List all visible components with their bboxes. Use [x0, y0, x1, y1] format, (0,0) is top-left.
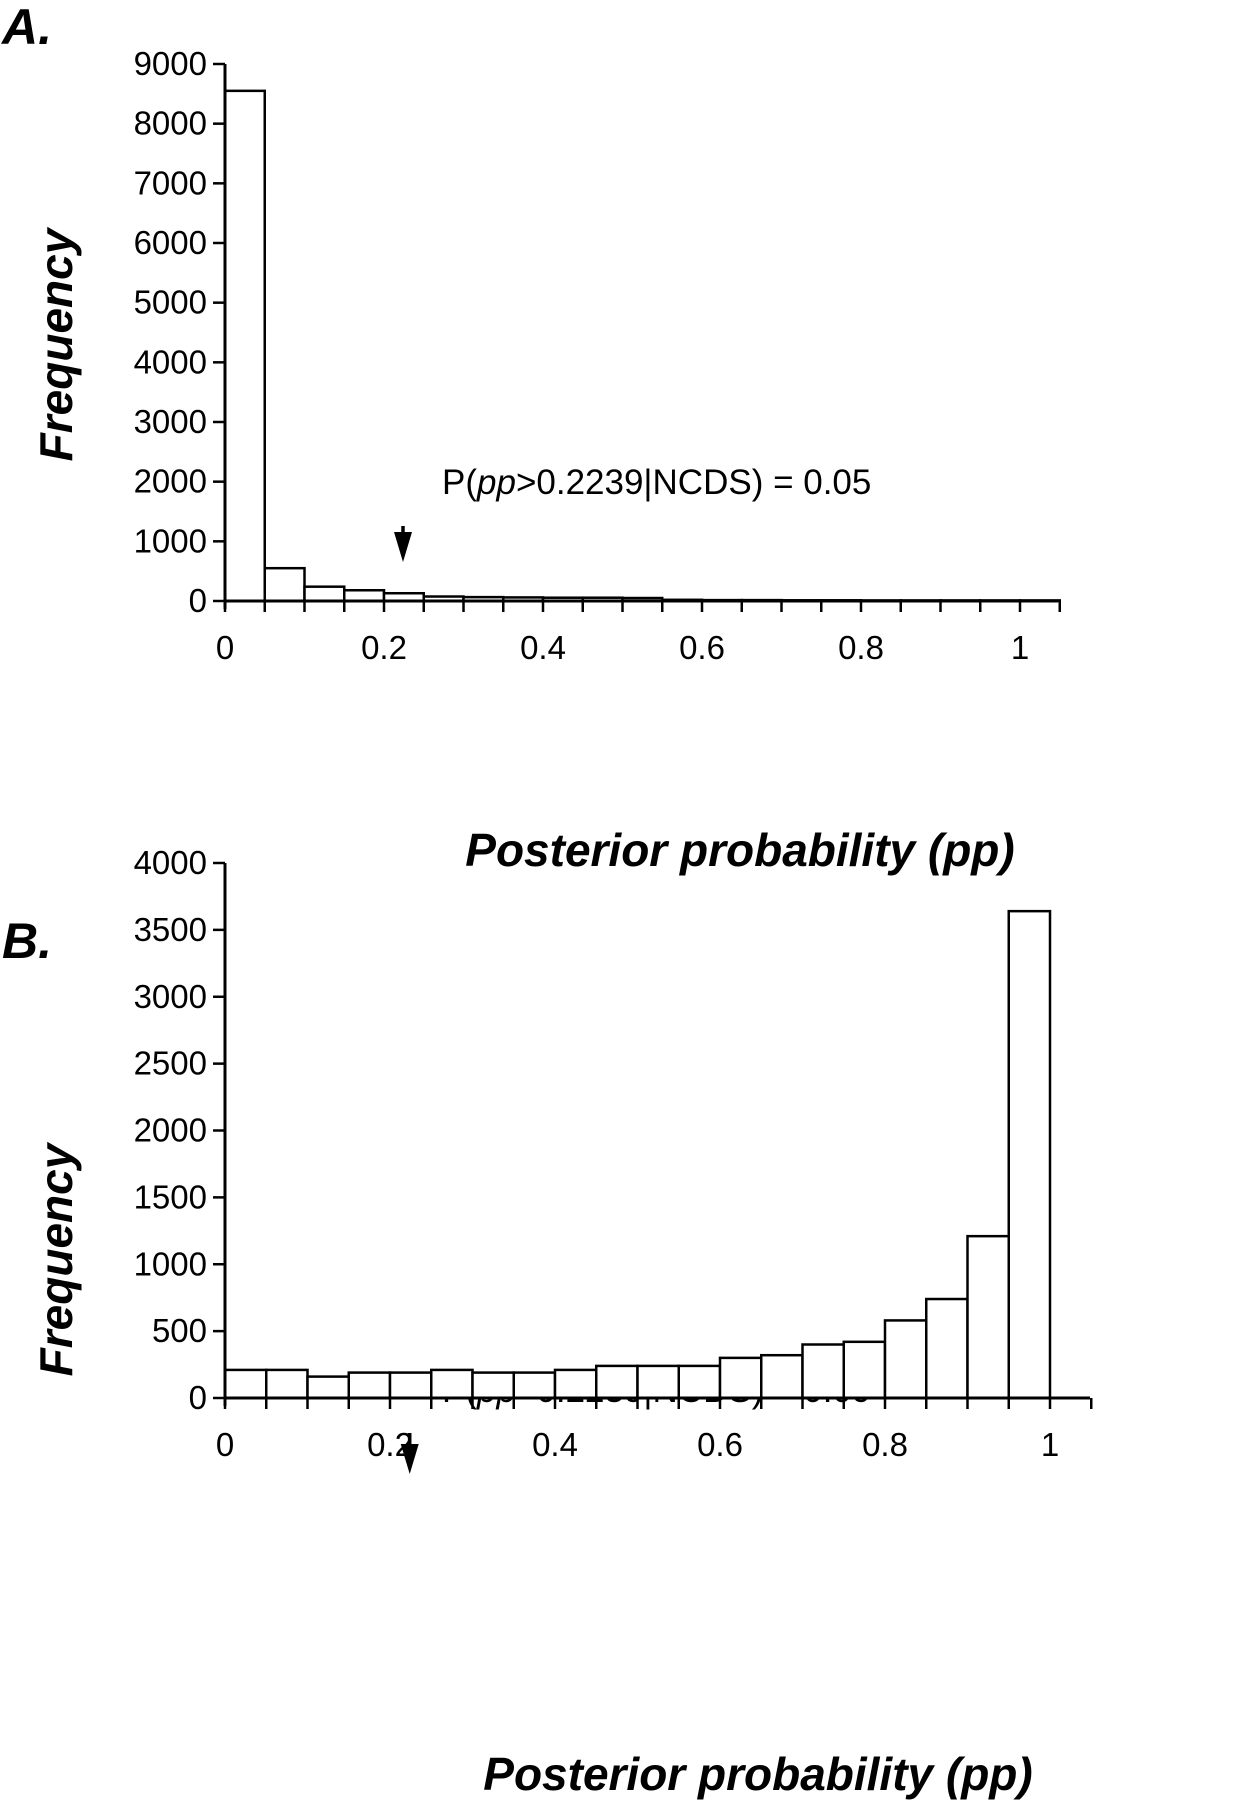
panel-a-label: A.	[0, 0, 52, 55]
panel-a-y-tick-label: 7000	[134, 164, 207, 201]
panel-a-bar	[223, 89, 266, 603]
panel-a-y-axis-title: Frequency	[30, 226, 82, 461]
panel-b-x-tick-label: 0.8	[862, 1426, 908, 1463]
panel-b-x-tick-label: 1	[1041, 1426, 1059, 1463]
panel-b-bar	[553, 1368, 598, 1400]
panel-b-y-tick-label: 3000	[134, 978, 207, 1015]
panel-b-y-tick-label: 2500	[134, 1045, 207, 1082]
panel-b-bar	[306, 1375, 350, 1400]
panel-a-y-tick-label: 0	[189, 582, 207, 619]
panel-b-arrow-head	[400, 1444, 419, 1474]
panel-b-bar	[347, 1371, 392, 1400]
panel-b: B. Frequency Posterior probability (pp) …	[2, 844, 1093, 1800]
panel-a-y-tick-label: 3000	[134, 403, 207, 440]
panel-a-bar	[343, 589, 386, 603]
panel-b-y-tick-label: 4000	[134, 844, 207, 881]
panel-b-x-axis-title: Posterior probability (pp)	[483, 1748, 1032, 1800]
panel-b-bar	[966, 1234, 1010, 1400]
panel-a-y-tick-label: 5000	[134, 284, 207, 321]
panel-b-y-axis-title: Frequency	[30, 1141, 82, 1376]
panel-b-bar	[801, 1343, 845, 1400]
panel-b-x-tick-label: 0	[216, 1426, 234, 1463]
panel-a-x-tick-label: 1	[1011, 629, 1029, 666]
panel-a-y-tick-label: 1000	[134, 522, 207, 559]
panel-b-y-tick-label: 0	[189, 1379, 207, 1416]
panel-b-bar	[430, 1368, 474, 1400]
panel-a-x-tick-label: 0	[216, 629, 234, 666]
panel-b-bar	[925, 1297, 969, 1400]
panel-a-bar	[303, 585, 346, 603]
panel-b-bar	[595, 1364, 639, 1400]
panel-a-plot-area: 0 1000 2000 3000 4000 5000 6000 7000 8000 9000 0 0.…	[134, 45, 1061, 666]
panel-a-bar	[263, 566, 306, 603]
panel-b-bar	[223, 1368, 268, 1400]
panel-b-x-tick-label: 0.4	[532, 1426, 578, 1463]
panel-b-x-tick-label: 0.6	[697, 1426, 743, 1463]
panel-b-bar	[760, 1353, 804, 1400]
panel-a-x-axis-title: Posterior probability (pp)	[465, 824, 1014, 876]
panel-b-y-tick-label: 1000	[134, 1245, 207, 1282]
panel-a-y-tick-label: 9000	[134, 45, 207, 82]
panel-b-y-tick-label: 500	[152, 1312, 207, 1349]
panel-b-y-tick-label: 1500	[134, 1178, 207, 1215]
panel-b-bar	[636, 1364, 680, 1400]
panel-b-bar	[388, 1371, 433, 1400]
panel-a-y-tick-label: 4000	[134, 343, 207, 380]
panel-a-x-tick-label: 0.4	[520, 629, 566, 666]
panel-a-arrow-head	[394, 532, 413, 562]
panel-a-x-tick-label: 0.6	[679, 629, 725, 666]
panel-b-y-tick-label: 2000	[134, 1112, 207, 1149]
panel-b-bar	[265, 1368, 309, 1400]
panel-a-y-tick-label: 2000	[134, 463, 207, 500]
panel-b-bar	[718, 1356, 763, 1400]
panel-b-y-tick-label: 3500	[134, 911, 207, 948]
panel-a-annotation: P(pp>0.2239|NCDS) = 0.05	[442, 463, 871, 502]
panel-b-bar	[677, 1364, 722, 1400]
panel-a-x-tick-label: 0.8	[838, 629, 884, 666]
panel-b-bar	[1007, 909, 1052, 1400]
panel-a-y-tick-label: 8000	[134, 105, 207, 142]
panel-b-bar	[512, 1371, 557, 1400]
panel-b-bar	[883, 1319, 928, 1400]
panel-a-y-tick-label: 6000	[134, 224, 207, 261]
panel-b-bar	[842, 1340, 887, 1400]
panel-b-bar	[471, 1371, 515, 1400]
panel-a-x-tick-label: 0.2	[361, 629, 407, 666]
panel-b-label: B.	[2, 913, 52, 969]
panel-a: A. Frequency Posterior probability (pp) …	[0, 0, 1061, 876]
